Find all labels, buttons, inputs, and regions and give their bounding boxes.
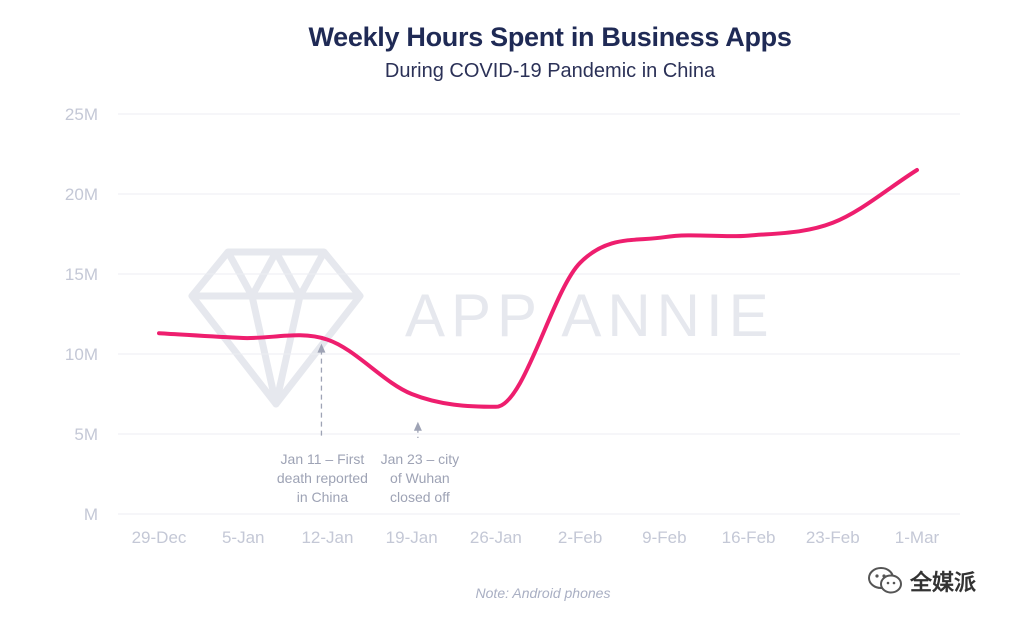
- x-tick-label: 12-Jan: [301, 528, 353, 547]
- y-tick-label: 20M: [65, 185, 98, 204]
- series-line: [157, 168, 919, 409]
- x-tick-label: 1-Mar: [895, 528, 940, 547]
- footnote: Note: Android phones: [475, 585, 611, 601]
- annotation-text: closed off: [390, 489, 450, 505]
- diamond-logo-icon: [188, 248, 364, 408]
- x-tick-label: 16-Feb: [722, 528, 776, 547]
- annotation-text: in China: [297, 489, 349, 505]
- x-tick-label: 9-Feb: [642, 528, 686, 547]
- y-tick-label: M: [84, 505, 98, 524]
- x-tick-label: 2-Feb: [558, 528, 602, 547]
- annotation-text: death reported: [277, 470, 368, 486]
- annotation-arrow-icon: [413, 421, 422, 431]
- annotation-text: Jan 23 – city: [381, 451, 460, 467]
- chart-title: Weekly Hours Spent in Business Apps: [308, 22, 792, 52]
- source-badge: 全媒派: [866, 563, 1016, 599]
- annotation-arrow-icon: [317, 343, 326, 353]
- annotation-text: of Wuhan: [390, 470, 450, 486]
- source-badge-label: 全媒派: [910, 571, 977, 596]
- x-tick-label: 19-Jan: [386, 528, 438, 547]
- y-tick-label: 10M: [65, 345, 98, 364]
- annotation-text: Jan 11 – First: [281, 451, 365, 467]
- y-tick-label: 15M: [65, 265, 98, 284]
- wechat-icon: [868, 567, 902, 594]
- x-tick-label: 26-Jan: [470, 528, 522, 547]
- x-tick-label: 29-Dec: [132, 528, 187, 547]
- x-tick-label: 23-Feb: [806, 528, 860, 547]
- y-tick-label: 25M: [65, 105, 98, 124]
- watermark-text: APP ANNIE: [405, 282, 775, 349]
- chart-subtitle: During COVID-19 Pandemic in China: [384, 60, 716, 82]
- x-tick-label: 5-Jan: [222, 528, 265, 547]
- y-tick-label: 5M: [74, 425, 98, 444]
